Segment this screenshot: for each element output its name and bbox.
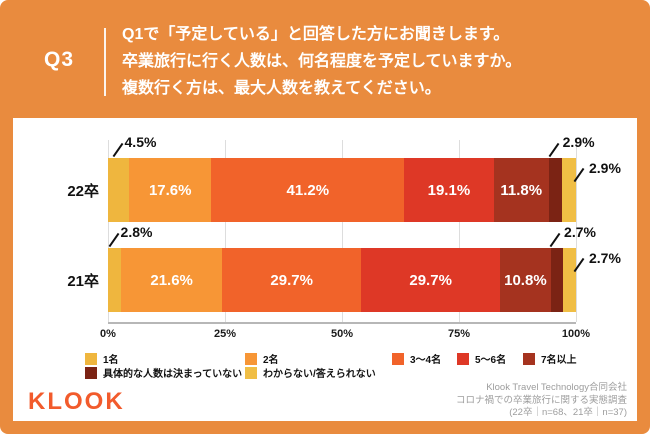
legend-item: わからない/答えられない	[245, 365, 376, 380]
source-line-3: (22卒｜n=68、21卒｜n=37)	[509, 407, 627, 418]
callout-line	[549, 232, 561, 248]
legend-swatch	[85, 352, 97, 365]
bar-segment	[108, 158, 130, 222]
klook-logo: KLOOK	[28, 388, 125, 415]
question-number: Q3	[43, 48, 74, 71]
legend-label: 7名以上	[541, 355, 577, 366]
bar-segment-value: 17.6%	[148, 181, 192, 199]
x-axis-line	[108, 322, 576, 324]
category-label: 22卒	[67, 182, 99, 200]
legend-swatch	[85, 366, 97, 379]
callout-value-label: 2.9%	[589, 160, 621, 176]
source-note: Klook Travel Technology合同会社 コロナ禍での卒業旅行に関…	[456, 382, 627, 420]
bar-segment-value: 29.7%	[270, 271, 313, 289]
stacked-bar: 21.6% 29.7% 29.7% 10.8%	[108, 248, 576, 312]
legend-label: 5〜6名	[475, 355, 507, 366]
bar-segment: 19.1%	[404, 158, 494, 222]
bar-segment-value: 41.2%	[286, 181, 330, 199]
source-line-1: Klook Travel Technology合同会社	[486, 382, 627, 393]
bar-segment: 11.8%	[493, 158, 549, 222]
legend-swatch	[457, 352, 469, 365]
callout-line	[548, 142, 560, 158]
callout-value-label: 2.8%	[120, 224, 153, 240]
bar-segment: 21.6%	[121, 248, 223, 312]
gridline	[224, 140, 226, 322]
bar-segment-value: 11.8%	[500, 181, 543, 199]
callout-value-label: 4.5%	[124, 134, 157, 150]
source-line-2: コロナ禍での卒業旅行に関する実態調査	[455, 394, 627, 406]
bar-segment: 29.7%	[222, 248, 362, 312]
legend-item: 3〜4名	[392, 351, 441, 366]
stacked-bar: 17.6% 41.2% 19.1% 11.8%	[108, 158, 576, 222]
bar-segment-value: 10.8%	[504, 271, 547, 289]
legend-item: 具体的な人数は決まっていない	[85, 365, 242, 380]
legend-item: 5〜6名	[457, 351, 506, 366]
callout-value-label: 2.9%	[562, 134, 595, 150]
legend-label: 2名	[263, 355, 279, 366]
callout-line	[112, 142, 123, 158]
bar-segment: 10.8%	[500, 248, 551, 312]
gridline	[107, 140, 109, 322]
legend-label: 具体的な人数は決まっていない	[103, 369, 243, 380]
bar-segment: 29.7%	[361, 248, 501, 312]
callout-value-label: 2.7%	[589, 250, 621, 266]
legend-label: 3〜4名	[410, 355, 442, 366]
bar-segment-value: 29.7%	[409, 271, 452, 289]
question-text: Q1で「予定している」と回答した方にお聞きします。 卒業旅行に行く人数は、何名程…	[122, 21, 521, 102]
header-divider	[104, 28, 106, 96]
x-axis-tick-label: 0%	[100, 328, 116, 340]
bar-segment	[550, 248, 564, 312]
bar-segment	[108, 248, 122, 312]
gridline	[575, 140, 577, 322]
legend-label: 1名	[103, 355, 119, 366]
legend-label: わからない/答えられない	[263, 369, 376, 380]
chart-panel: 0% 25% 50% 75% 100% 22卒 17.6% 41.2% 19.1% 11.8% 4.…	[13, 118, 637, 421]
legend-swatch	[523, 352, 535, 365]
legend-swatch	[392, 352, 404, 365]
bar-segment	[562, 158, 576, 222]
bar-segment-value: 19.1%	[427, 181, 471, 199]
x-axis-tick-label: 75%	[447, 328, 471, 340]
gridline	[458, 140, 460, 322]
category-label: 21卒	[67, 272, 99, 290]
legend-swatch	[245, 366, 257, 379]
callout-line	[108, 232, 119, 248]
question-line-2: 卒業旅行に行く人数は、何名程度を予定していますか。	[122, 53, 522, 70]
bar-segment-value: 21.6%	[150, 271, 193, 289]
bar-segment: 41.2%	[211, 158, 405, 222]
bar-segment	[548, 158, 563, 222]
callout-value-label: 2.7%	[564, 224, 596, 240]
legend-item: 2名	[245, 351, 279, 366]
bar-segment: 17.6%	[129, 158, 212, 222]
gridline	[341, 140, 343, 322]
x-axis-tick-label: 100%	[561, 328, 591, 340]
legend-item: 1名	[85, 351, 119, 366]
bar-segment	[563, 248, 576, 312]
x-axis-tick-label: 50%	[330, 328, 354, 340]
plot-area: 0% 25% 50% 75% 100% 22卒 17.6% 41.2% 19.1% 11.8% 4.…	[13, 118, 637, 421]
question-line-3: 複数行く方は、最大人数を教えてください。	[122, 80, 441, 97]
question-line-1: Q1で「予定している」と回答した方にお聞きします。	[122, 26, 510, 43]
legend-swatch	[245, 352, 257, 365]
legend-item: 7名以上	[523, 351, 577, 366]
x-axis-tick-label: 25%	[213, 328, 237, 340]
